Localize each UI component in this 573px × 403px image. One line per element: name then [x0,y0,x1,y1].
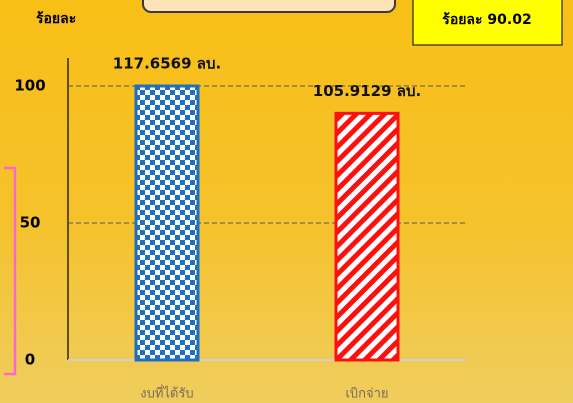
bar-annotation: 105.9129 ลบ. [313,82,421,100]
callout: ร้อยละ 90.02 [442,12,531,28]
y-tick-label: 0 [25,351,35,369]
bar-annotation: 117.6569 ลบ. [113,55,221,73]
bar [334,111,400,362]
y-axis-label: ร้อยละ [36,11,76,27]
x-tick-label: งบที่ได้รับ [140,385,193,402]
bracket [4,166,17,376]
bar [134,84,200,362]
y-tick-label: 100 [14,77,45,95]
top-box [142,0,396,13]
x-tick-label: เบิกจ่าย [345,387,388,402]
callout-box [412,0,563,46]
y-tick-label: 50 [20,214,41,232]
